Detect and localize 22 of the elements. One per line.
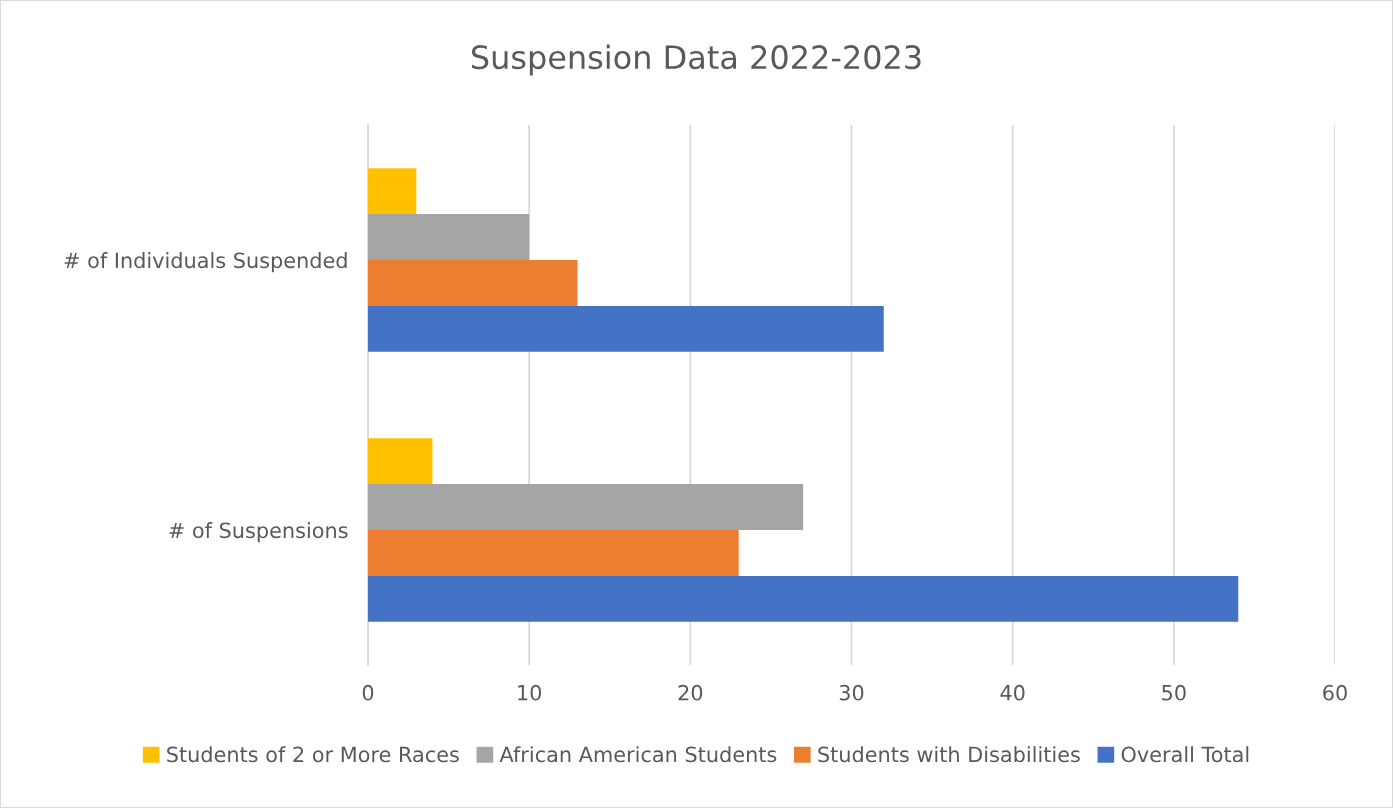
bar xyxy=(368,305,884,352)
legend-label: African American Students xyxy=(499,746,777,763)
bar xyxy=(368,438,433,485)
x-tick-label: 30 xyxy=(839,684,864,701)
legend-label: Students of 2 or More Races xyxy=(167,746,459,763)
x-tick-label: 10 xyxy=(518,684,542,701)
x-tick-label: 50 xyxy=(1162,684,1186,701)
x-tick-label: 40 xyxy=(1000,684,1025,701)
chart-title: Suspension Data 2022-2023 xyxy=(471,44,921,76)
bar xyxy=(368,484,804,530)
bar xyxy=(368,214,530,260)
bar xyxy=(368,530,739,576)
bar xyxy=(368,575,1239,622)
x-tick-label: 20 xyxy=(678,684,703,701)
legend-label: Overall Total xyxy=(1121,746,1249,763)
y-tick-label: # of Individuals Suspended xyxy=(64,252,347,273)
bar xyxy=(368,168,417,215)
legend-label: Students with Disabilities xyxy=(818,746,1080,763)
bar xyxy=(368,260,578,306)
y-tick-label: # of Suspensions xyxy=(169,522,348,543)
x-tick-label: 60 xyxy=(1323,684,1347,701)
x-tick-label: 0 xyxy=(362,684,374,701)
